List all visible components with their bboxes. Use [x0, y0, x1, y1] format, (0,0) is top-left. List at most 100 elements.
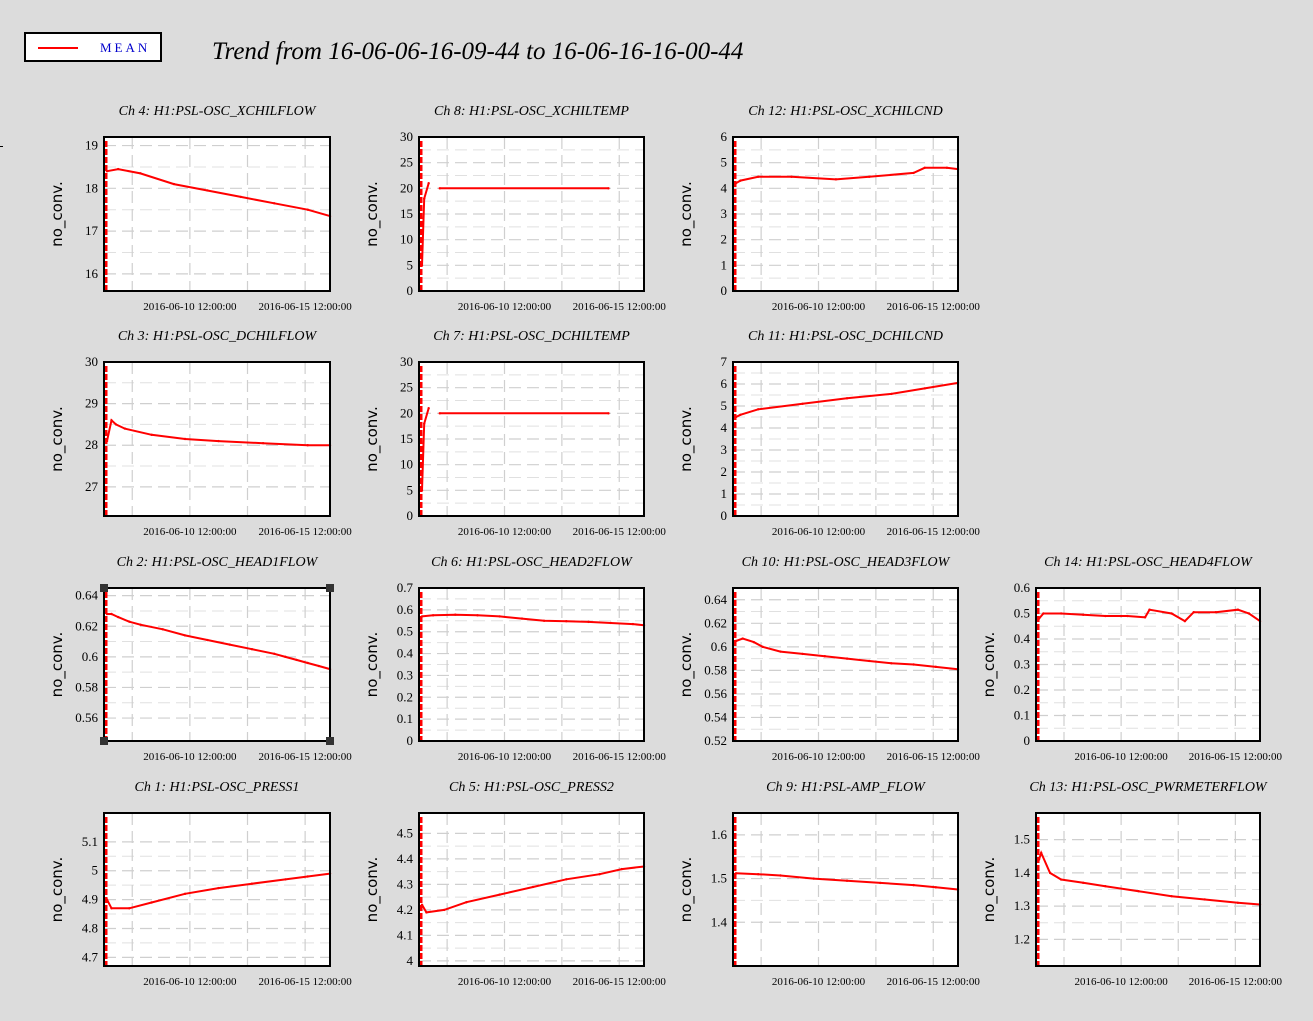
data-point [845, 657, 849, 660]
y-tick-label: 0.7 [397, 580, 414, 595]
data-point [306, 875, 309, 878]
chart-title: Ch 5: H1:PSL-OSC_PRESS2 [449, 780, 614, 795]
y-axis-label: no_conv. [363, 857, 382, 923]
x-tick-label: 2016-06-10 12:00:00 [458, 526, 552, 538]
x-tick-label: 2016-06-15 12:00:00 [573, 976, 667, 988]
y-tick-label: 5 [721, 155, 728, 170]
y-tick-label: 4 [721, 420, 728, 435]
chart-panel: 0 1 2 3 4 5 6 7 Ch 11: H1:PSL-OSC_DCHILCND no_con… [677, 329, 980, 538]
data-point [1192, 611, 1195, 614]
y-tick-label: 5 [92, 863, 99, 878]
data-point [183, 634, 187, 637]
y-tick-label: 0.4 [397, 646, 414, 661]
series-line [735, 381, 959, 418]
data-point [161, 628, 164, 631]
y-tick-label: 1.4 [1014, 865, 1031, 880]
data-point [105, 612, 109, 616]
y-tick-label: 0 [407, 508, 414, 523]
data-point [128, 907, 131, 910]
y-tick-label: 0.5 [397, 624, 413, 639]
data-point [273, 652, 276, 655]
y-tick-label: 28 [85, 437, 98, 452]
x-tick-label: 2016-06-15 12:00:00 [573, 301, 667, 313]
x-tick-label: 2016-06-10 12:00:00 [772, 526, 866, 538]
y-tick-label: 5 [407, 257, 414, 272]
y-tick-label: 0.3 [1014, 657, 1030, 672]
y-tick-label: 4.4 [397, 851, 414, 866]
chart-panel[interactable]: 0.56 0.58 0.6 0.62 0.64 Ch 2: H1:PSL-OSC_HEAD… [48, 555, 352, 763]
y-tick-label: 0.58 [75, 679, 98, 694]
y-tick-label: 27 [85, 479, 99, 494]
y-tick-label: 5.1 [82, 834, 98, 849]
y-axis-label: no_conv. [363, 632, 382, 698]
chart-panel: 0 5 10 15 20 25 30 Ch 7: H1:PSL-OSC_DCHILTEMPno… [363, 329, 666, 538]
y-tick-label: 0.62 [75, 618, 98, 633]
data-point [476, 614, 479, 617]
chart-panel: 1.2 1.3 1.4 1.5 Ch 13: H1:PSL-OSC_PWRMETERFL… [980, 780, 1282, 988]
y-tick-label: 4.2 [397, 902, 413, 917]
data-point [1104, 614, 1107, 618]
y-tick-label: 0.6 [397, 602, 414, 617]
y-tick-label: 29 [85, 396, 98, 411]
data-point [420, 903, 424, 906]
y-tick-label: 0.52 [704, 733, 727, 748]
y-tick-label: 18 [85, 180, 98, 195]
y-tick-label: 0 [721, 508, 728, 523]
data-point [1126, 614, 1129, 618]
y-tick-label: 4.5 [397, 825, 413, 840]
plot-frame [418, 361, 645, 517]
data-point [425, 911, 428, 914]
y-tick-label: 15 [400, 431, 413, 446]
data-point [116, 615, 120, 619]
y-axis-label: no_conv. [677, 632, 696, 698]
data-point [420, 489, 424, 492]
data-point [1059, 612, 1063, 615]
data-point [427, 182, 430, 185]
data-point [295, 658, 298, 662]
y-tick-label: 1.3 [1014, 898, 1030, 913]
data-point [790, 175, 793, 178]
x-tick-label: 2016-06-15 12:00:00 [887, 301, 981, 313]
chart-panel: 0 0.1 0.2 0.3 0.4 0.5 0.6 0.7 Ch 6: H1:PSL-OSC_H… [363, 555, 666, 763]
plot-area [104, 362, 330, 516]
data-point [912, 663, 915, 666]
x-tick-label: 2016-06-10 12:00:00 [458, 976, 552, 988]
y-tick-label: 1.2 [1014, 931, 1030, 946]
plot-frame [732, 361, 959, 517]
data-point [239, 195, 242, 199]
data-point [923, 166, 926, 169]
x-tick-label: 2016-06-10 12:00:00 [1075, 976, 1169, 988]
data-point [150, 433, 153, 437]
data-point [801, 402, 804, 405]
chart-panel: 1.4 1.5 1.6 Ch 9: H1:PSL-AMP_FLOW no_conv. 20… [677, 780, 980, 988]
data-point [454, 613, 457, 616]
y-tick-label: 0 [721, 283, 728, 298]
y-tick-label: 7 [721, 354, 728, 369]
plot-frame [103, 587, 331, 742]
data-point [261, 441, 265, 445]
x-tick-label: 2016-06-10 12:00:00 [143, 751, 237, 763]
data-point [607, 187, 610, 190]
data-point [823, 655, 826, 658]
y-axis-label: no_conv. [48, 857, 67, 923]
y-tick-label: 4.1 [397, 927, 413, 942]
y-tick-label: 30 [400, 129, 413, 144]
data-point [868, 175, 871, 178]
y-tick-label: 15 [400, 206, 413, 221]
plot-frame [103, 361, 331, 517]
data-point [116, 167, 120, 171]
plot-area [104, 137, 330, 291]
y-tick-label: 6 [721, 129, 728, 144]
data-point [438, 187, 441, 190]
data-point [114, 423, 118, 426]
y-tick-label: 5 [407, 482, 414, 497]
data-point [1082, 613, 1085, 616]
data-point [741, 637, 744, 640]
x-tick-label: 2016-06-10 12:00:00 [143, 526, 237, 538]
data-point [542, 619, 546, 622]
data-point [609, 621, 612, 625]
y-tick-label: 30 [85, 354, 98, 369]
data-point [761, 645, 764, 649]
plot-frame [732, 587, 959, 742]
